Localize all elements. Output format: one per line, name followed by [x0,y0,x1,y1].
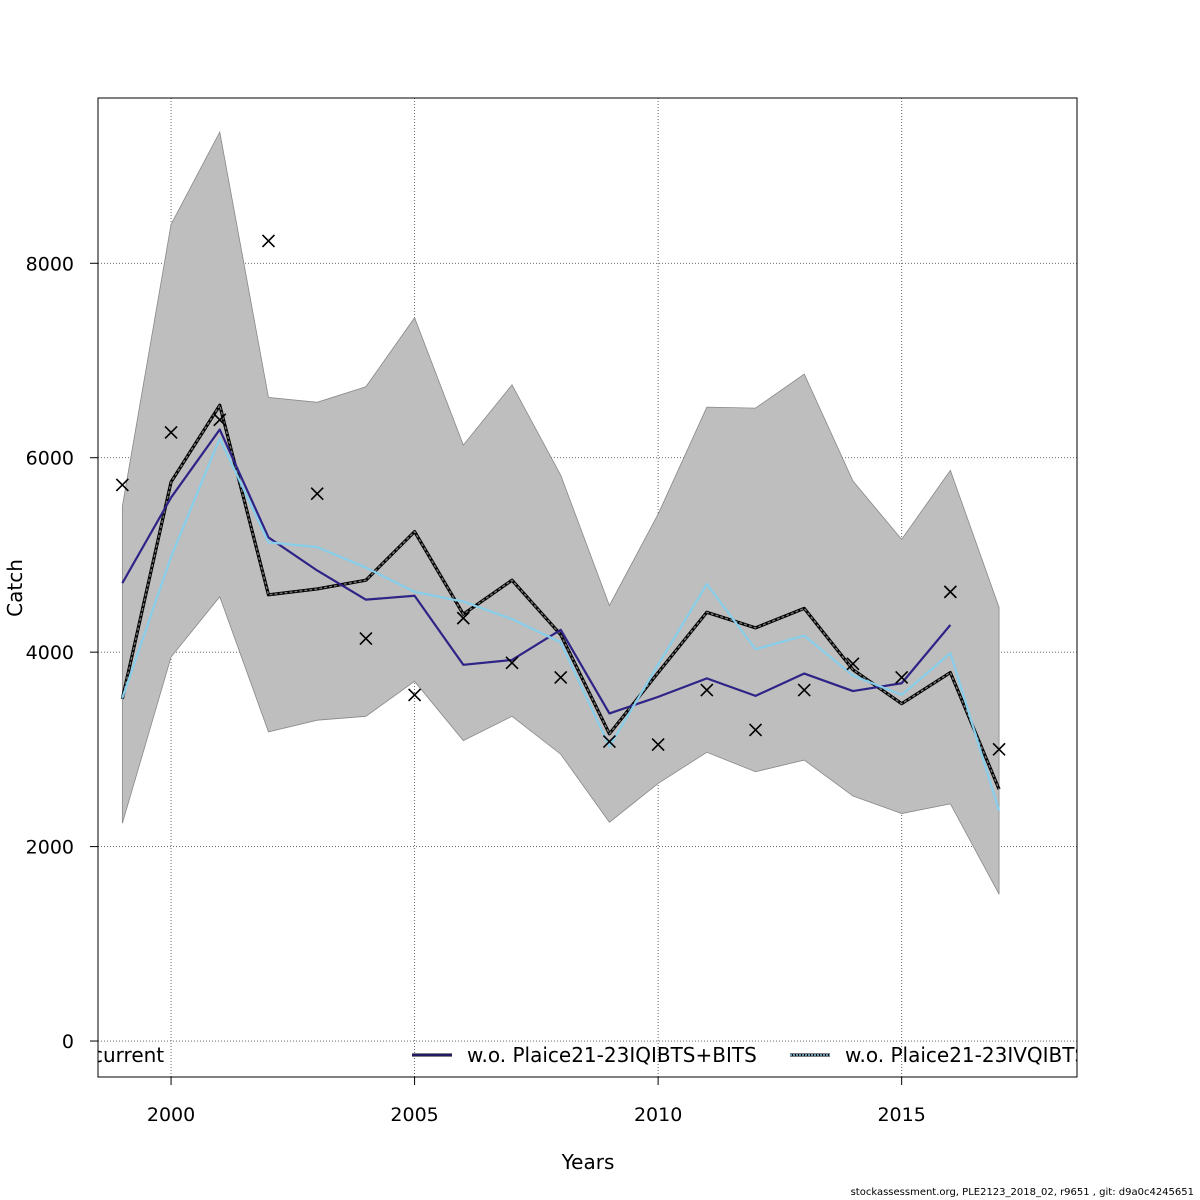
x-tick-label: 2015 [877,1104,925,1126]
observation-marker [359,631,373,646]
observation-marker [456,611,470,625]
legend-label: w.o. Plaice21-23IVQIBTS [845,1043,1087,1067]
series-line-current [121,404,1000,790]
observation-marker [797,683,811,697]
axes: 2000 2005 2010 2015 0 2000 4000 6000 8000 [26,253,926,1126]
legend-label: w.o. Plaice21-23IQIBTS+BITS [467,1043,757,1067]
plot-frame [97,97,1078,1078]
observation-marker [554,670,568,684]
observation-marker [115,478,129,492]
x-tick-label: 2000 [147,1104,195,1126]
observation-marker [992,742,1006,756]
legend-label: current [92,1043,164,1067]
y-tick-label: 0 [62,1031,74,1053]
x-tick-label: 2005 [390,1104,438,1126]
confidence-band [121,130,1000,895]
y-tick-label: 6000 [26,448,74,470]
observation-marker [943,585,957,599]
observation-markers [115,234,1006,756]
observation-marker [651,737,665,752]
series-lines [120,403,1001,811]
observation-marker [895,670,909,684]
observation-marker [164,425,178,440]
observation-marker [213,413,227,427]
legend: current w.o. Plaice21-23IQIBTS+BITS w.o. P… [92,1043,1087,1067]
observation-marker [408,688,422,702]
observation-marker [748,723,763,737]
x-tick-label: 2010 [634,1104,682,1126]
series-line-wo-ivqibts [121,437,1001,811]
y-tick-label: 2000 [26,837,74,859]
observation-marker [602,735,616,749]
y-tick-label: 4000 [26,642,74,664]
observation-marker [261,234,276,248]
series-line-wo-iqibts-bits [121,428,952,715]
y-tick-label: 8000 [26,253,74,275]
observation-marker [310,487,324,501]
observation-marker [505,656,519,670]
footer-credit: stockassessment.org, PLE2123_2018_02, r9… [850,1187,1194,1198]
confidence-band-area [121,130,1000,895]
x-axis-title: Years [561,1150,615,1174]
y-axis-title: Catch [3,559,27,617]
observation-marker [700,683,714,697]
observation-marker [846,657,860,671]
